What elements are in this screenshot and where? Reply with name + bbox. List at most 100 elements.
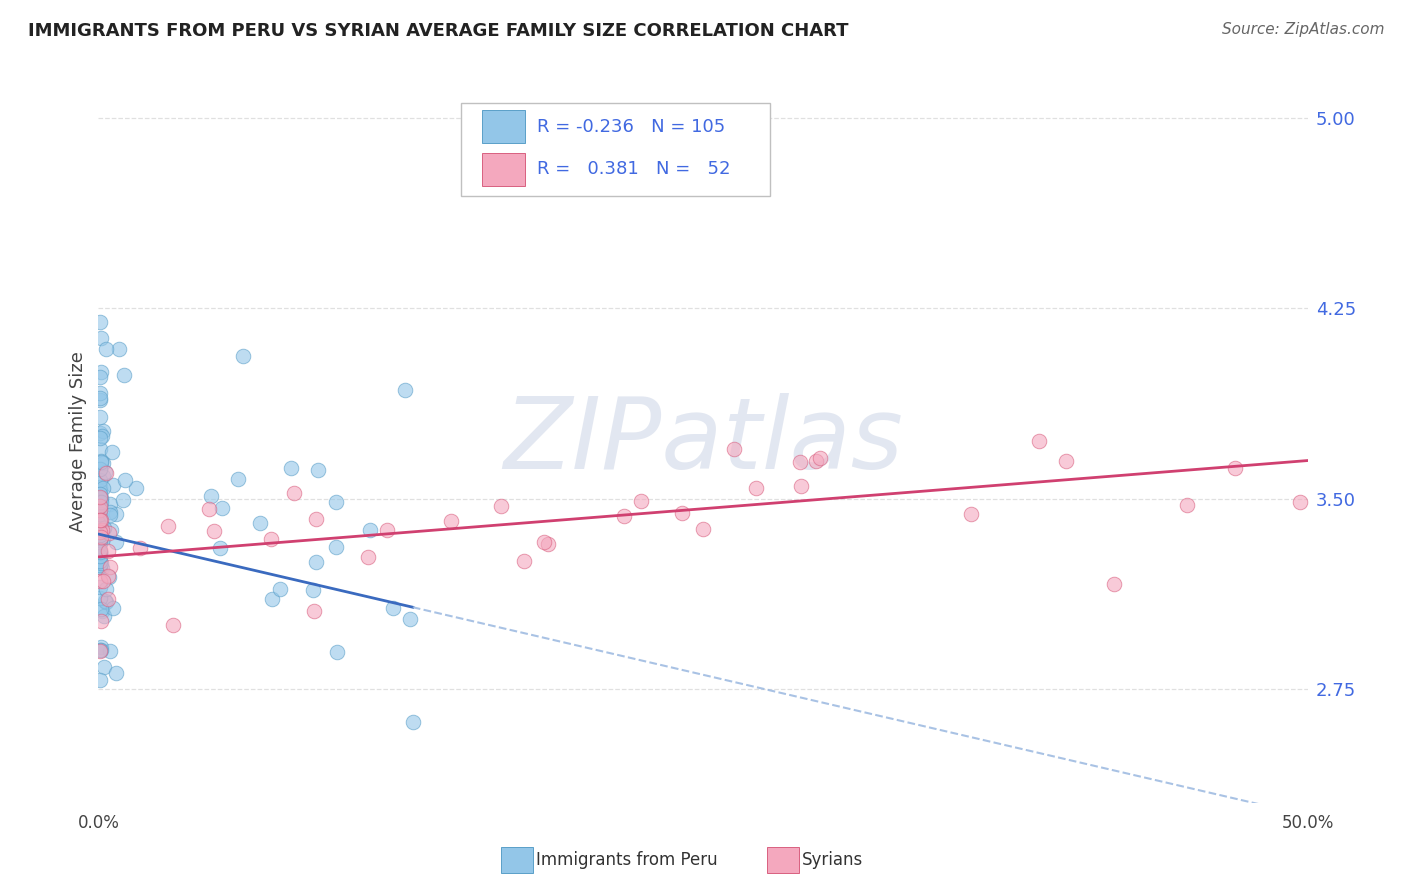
- Point: [89, 673, 111, 687]
- Point: [89, 574, 111, 588]
- Point: [100, 523, 122, 537]
- Point: [1028, 434, 1050, 449]
- FancyBboxPatch shape: [461, 103, 769, 196]
- Point: [89, 491, 111, 505]
- Point: [108, 343, 131, 357]
- FancyBboxPatch shape: [768, 847, 799, 873]
- Point: [93, 609, 115, 624]
- Text: Syrians: Syrians: [803, 851, 863, 869]
- Point: [533, 534, 555, 549]
- Point: [89, 520, 111, 534]
- Point: [97, 570, 120, 584]
- Text: Source: ZipAtlas.com: Source: ZipAtlas.com: [1222, 22, 1385, 37]
- Point: [89, 533, 111, 547]
- Point: [89, 510, 111, 524]
- Point: [162, 618, 184, 632]
- Point: [89, 542, 111, 557]
- Point: [112, 368, 135, 382]
- Point: [208, 541, 231, 555]
- FancyBboxPatch shape: [482, 153, 526, 186]
- Point: [226, 472, 249, 486]
- Point: [808, 451, 831, 466]
- Point: [89, 391, 111, 405]
- Point: [90, 516, 112, 531]
- Point: [98, 497, 121, 511]
- Point: [91, 603, 114, 617]
- Point: [98, 560, 121, 574]
- Point: [357, 549, 380, 564]
- Point: [89, 581, 111, 595]
- Point: [89, 490, 111, 504]
- Text: ZIPatlas: ZIPatlas: [503, 393, 903, 490]
- Point: [1175, 499, 1198, 513]
- Point: [399, 611, 422, 625]
- Point: [89, 559, 111, 574]
- Point: [90, 513, 112, 527]
- Point: [125, 481, 148, 495]
- Point: [89, 527, 111, 541]
- Point: [790, 479, 813, 493]
- Point: [489, 499, 512, 513]
- Point: [89, 508, 111, 523]
- Point: [269, 582, 291, 597]
- Point: [325, 540, 347, 554]
- Point: [723, 442, 745, 456]
- Point: [90, 491, 112, 506]
- Point: [90, 454, 112, 468]
- Point: [89, 392, 111, 407]
- Point: [101, 445, 124, 459]
- Point: [283, 486, 305, 500]
- Point: [89, 431, 111, 445]
- FancyBboxPatch shape: [482, 110, 526, 143]
- Point: [89, 591, 111, 606]
- Point: [326, 645, 349, 659]
- Point: [198, 502, 221, 516]
- Point: [692, 522, 714, 536]
- Point: [97, 591, 120, 606]
- FancyBboxPatch shape: [501, 847, 533, 873]
- Point: [89, 483, 111, 498]
- Point: [394, 383, 416, 397]
- Point: [280, 461, 302, 475]
- Point: [89, 546, 111, 560]
- Point: [89, 473, 111, 487]
- Point: [114, 473, 136, 487]
- Point: [98, 508, 121, 522]
- Point: [91, 424, 114, 438]
- Point: [612, 508, 634, 523]
- Point: [89, 558, 111, 572]
- Point: [89, 545, 111, 559]
- Text: R =   0.381   N =   52: R = 0.381 N = 52: [537, 161, 731, 178]
- Point: [89, 554, 111, 568]
- Point: [89, 480, 111, 494]
- Point: [302, 604, 325, 618]
- Point: [89, 410, 111, 425]
- Point: [91, 560, 114, 574]
- Point: [249, 516, 271, 530]
- Y-axis label: Average Family Size: Average Family Size: [69, 351, 87, 532]
- Point: [94, 466, 117, 480]
- Point: [98, 644, 121, 658]
- Point: [90, 429, 112, 443]
- Point: [89, 493, 111, 508]
- Point: [537, 537, 560, 551]
- Point: [305, 555, 328, 569]
- Point: [89, 525, 111, 540]
- Point: [89, 386, 111, 401]
- Point: [1289, 494, 1312, 508]
- Point: [90, 602, 112, 616]
- Point: [671, 506, 693, 520]
- Point: [101, 477, 124, 491]
- Point: [89, 369, 111, 384]
- Point: [307, 463, 329, 477]
- Point: [94, 342, 117, 356]
- Point: [89, 642, 111, 657]
- Point: [513, 553, 536, 567]
- Point: [104, 535, 127, 549]
- Point: [200, 489, 222, 503]
- Point: [402, 714, 425, 729]
- Point: [630, 494, 652, 508]
- Point: [90, 495, 112, 509]
- Point: [211, 501, 233, 516]
- Point: [90, 642, 112, 657]
